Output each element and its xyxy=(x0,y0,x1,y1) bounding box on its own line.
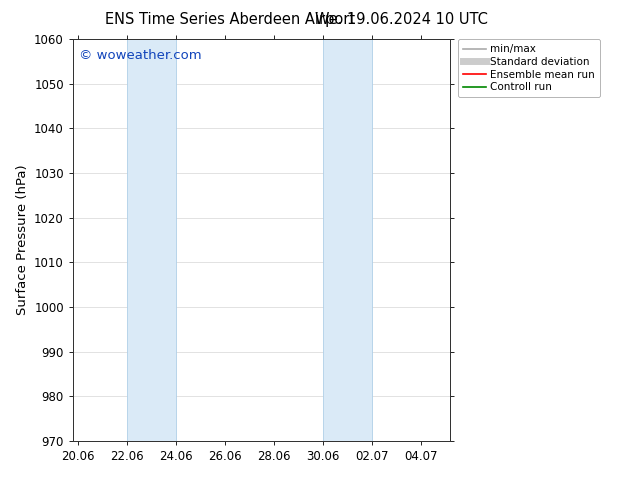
Bar xyxy=(127,39,176,441)
Text: We. 19.06.2024 10 UTC: We. 19.06.2024 10 UTC xyxy=(314,12,488,27)
Y-axis label: Surface Pressure (hPa): Surface Pressure (hPa) xyxy=(16,165,29,316)
Text: ENS Time Series Aberdeen Airport: ENS Time Series Aberdeen Airport xyxy=(105,12,355,27)
Bar xyxy=(323,39,372,441)
Text: © woweather.com: © woweather.com xyxy=(79,49,201,62)
Legend: min/max, Standard deviation, Ensemble mean run, Controll run: min/max, Standard deviation, Ensemble me… xyxy=(458,39,600,98)
